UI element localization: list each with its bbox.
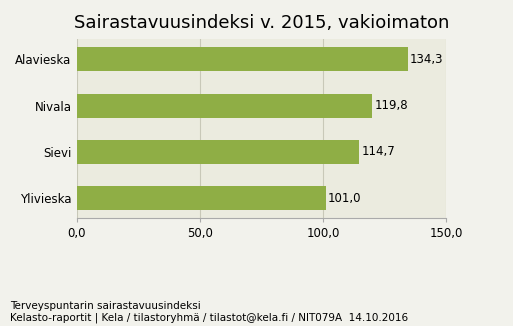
Text: 134,3: 134,3 (410, 53, 444, 66)
Text: 101,0: 101,0 (328, 192, 362, 205)
Bar (77, 186, 326, 210)
Text: Terveyspuntarin sairastavuusindeksi
Kelasto-raportit | Kela / tilastoryhmä / til: Terveyspuntarin sairastavuusindeksi Kela… (10, 301, 408, 323)
Title: Sairastavuusindeksi v. 2015, vakioimaton: Sairastavuusindeksi v. 2015, vakioimaton (74, 14, 449, 32)
Text: 119,8: 119,8 (374, 99, 408, 112)
Bar (77, 47, 408, 71)
Bar (77, 94, 372, 118)
Bar (77, 140, 360, 164)
Text: 114,7: 114,7 (362, 145, 396, 158)
